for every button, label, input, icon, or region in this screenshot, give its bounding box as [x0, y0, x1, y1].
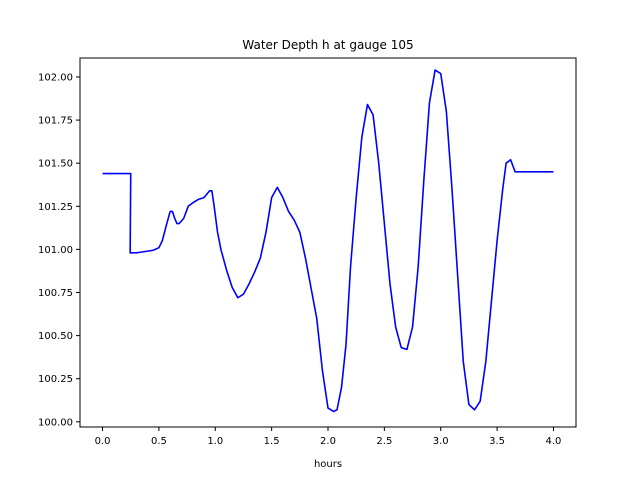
x-tick-label: 0.5 [151, 436, 167, 447]
y-tick-label: 100.50 [38, 331, 73, 342]
y-tick-label: 100.25 [38, 374, 73, 385]
x-tick-label: 0.0 [95, 436, 111, 447]
x-tick-label: 1.0 [207, 436, 223, 447]
y-tick-label: 101.50 [38, 159, 73, 170]
x-tick-label: 1.5 [264, 436, 280, 447]
x-tick-label: 3.5 [489, 436, 505, 447]
x-tick-label: 2.5 [376, 436, 392, 447]
x-axis-label: hours [314, 459, 342, 470]
series-line [102, 69, 554, 413]
y-tick-label: 100.75 [38, 288, 73, 299]
y-tick-label: 101.75 [38, 116, 73, 127]
chart-title: Water Depth h at gauge 105 [242, 38, 413, 52]
series-layer [102, 69, 554, 413]
y-tick-label: 100.00 [38, 417, 73, 428]
y-tick-label: 101.00 [38, 245, 73, 256]
x-tick-label: 2.0 [320, 436, 336, 447]
x-tick-label: 4.0 [546, 436, 562, 447]
y-axis: 100.00 100.25 100.50 100.75 101.00 101.25 101.… [38, 72, 80, 428]
x-tick-label: 3.0 [433, 436, 449, 447]
x-axis: 0.0 0.5 1.0 1.5 2.0 2.5 3.0 3.5 4.0 [95, 427, 562, 447]
y-tick-label: 101.25 [38, 202, 73, 213]
y-tick-label: 102.00 [38, 72, 73, 83]
